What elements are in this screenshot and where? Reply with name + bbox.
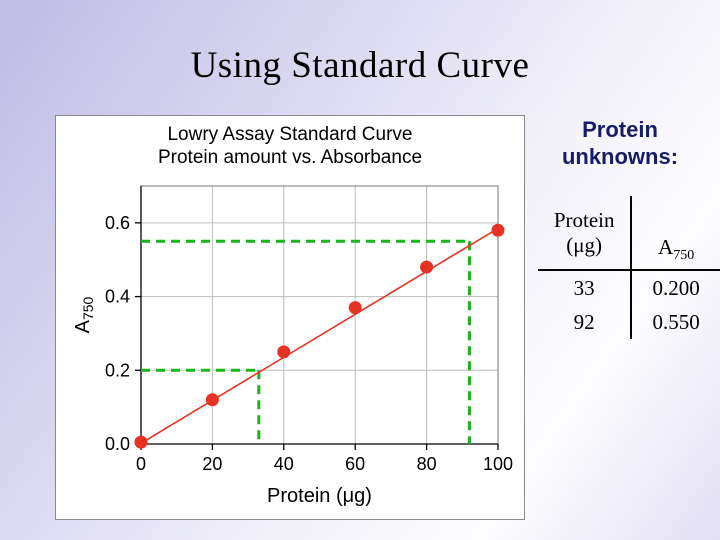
x-tick-label: 60	[345, 454, 365, 474]
unknowns-heading-line1: Protein	[582, 117, 658, 142]
unknowns-col2-header-base: A	[658, 234, 674, 259]
unknowns-table-row: 33 0.200	[538, 270, 720, 305]
unknowns-col1-header: Protein (μg)	[538, 196, 633, 271]
data-point	[420, 260, 434, 274]
unknown-a750-value: 0.200	[652, 275, 700, 300]
x-tick-label: 40	[274, 454, 294, 474]
x-tick-label: 100	[483, 454, 513, 474]
data-point	[134, 435, 148, 449]
slide-title: Using Standard Curve	[190, 45, 530, 86]
unknowns-col1-header-line1: Protein	[553, 207, 615, 232]
data-point	[277, 345, 291, 359]
unknown-crosshair	[141, 368, 261, 444]
tick-labels: 0 20 40 60 80 100 0.0 0.2 0.4 0.6	[105, 213, 513, 474]
data-points	[134, 223, 505, 449]
y-tick-label: 0.0	[105, 434, 130, 454]
x-tick-label: 20	[202, 454, 222, 474]
unknowns-col2-header-sub: 750	[673, 248, 695, 263]
data-point	[491, 223, 505, 237]
y-axis-label: A750	[72, 296, 96, 333]
chart-title: Lowry Assay Standard Curve Protein amoun…	[56, 123, 524, 169]
protein-unknowns-heading: Protein unknowns:	[528, 116, 712, 170]
x-tick-label: 80	[417, 454, 437, 474]
unknowns-col2-header: A750	[631, 196, 720, 271]
plot-border	[140, 185, 499, 445]
unknown-protein-value: 92	[538, 305, 633, 339]
chart-title-line1: Lowry Assay Standard Curve	[167, 124, 413, 145]
x-tick-label: 0	[136, 454, 146, 474]
unknowns-table-header-row: Protein (μg) A750	[538, 196, 720, 271]
y-tick-label: 0.2	[105, 360, 130, 380]
unknowns-heading-line2: unknowns:	[561, 144, 679, 169]
chart-panel: Lowry Assay Standard Curve Protein amoun…	[55, 115, 525, 520]
data-point	[205, 393, 219, 407]
unknown-a750-value: 0.550	[652, 309, 700, 334]
unknown-protein-value: 33	[538, 270, 633, 305]
unknowns-table-row: 92 0.550	[538, 305, 720, 339]
chart-title-line2: Protein amount vs. Absorbance	[157, 147, 423, 168]
y-tick-label: 0.6	[105, 213, 130, 233]
standard-curve-plot: 0 20 40 60 80 100 0.0 0.2 0.4 0.6 Protein (μg) A750	[72, 185, 513, 507]
fit-line	[140, 227, 499, 444]
unknown-crosshair	[141, 239, 471, 444]
grid-lines	[141, 186, 499, 444]
x-axis-label: Protein (μg)	[267, 485, 372, 507]
data-point	[348, 301, 362, 315]
y-tick-label: 0.4	[105, 287, 130, 307]
axis-ticks	[135, 222, 499, 450]
unknowns-col1-header-line2: (μg)	[566, 232, 603, 257]
unknowns-table: Protein (μg) A750 33 0.200 92 0.550	[538, 196, 720, 339]
axes	[140, 186, 498, 445]
